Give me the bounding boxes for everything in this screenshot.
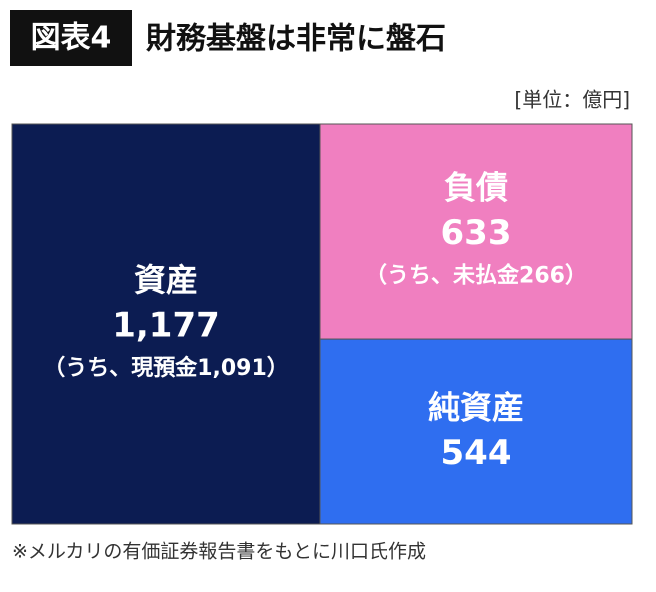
badge: 図表4 <box>31 21 112 56</box>
block <box>319 338 633 525</box>
block-value: 544 <box>441 433 512 473</box>
block-name: 資産 <box>134 261 198 299</box>
badge-box <box>10 10 132 66</box>
block-detail: （うち、現預金1,091） <box>43 355 289 381</box>
block-value: 633 <box>441 213 512 253</box>
block-name: 負債 <box>444 169 508 207</box>
block <box>319 123 633 340</box>
block-name: 純資産 <box>428 389 524 427</box>
block <box>11 123 321 525</box>
unit-label: [単位：億円] <box>514 88 630 112</box>
chart-title: 財務基盤は非常に盤石 <box>146 22 446 57</box>
block-value: 1,177 <box>112 306 220 346</box>
block-detail: （うち、未払金266） <box>365 263 587 289</box>
source-note: ※メルカリの有価証券報告書をもとに川口氏作成 <box>12 541 426 563</box>
